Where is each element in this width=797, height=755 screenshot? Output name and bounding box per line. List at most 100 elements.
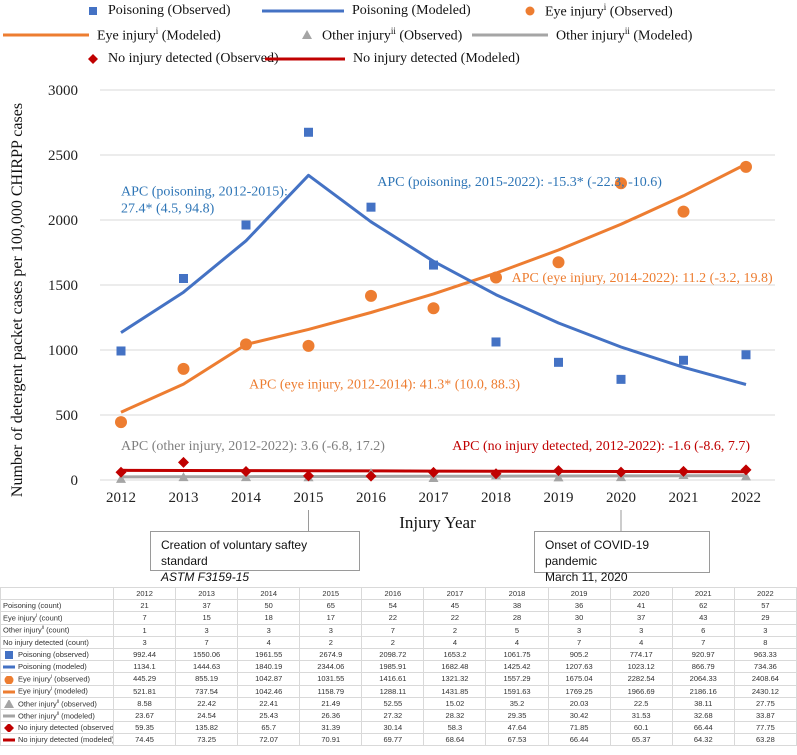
table-cell: 920.97 xyxy=(671,647,735,662)
point-poisoning-observed xyxy=(304,127,313,137)
legend-item-eye-mod: Eye injuryi (Modeled) xyxy=(3,24,221,46)
y-tick-label: 3000 xyxy=(48,83,78,99)
table-cell: 5 xyxy=(485,623,549,637)
table-cell: 30.42 xyxy=(547,708,611,723)
x-tick-label: 2018 xyxy=(481,490,511,506)
legend-label: Poisoning (Modeled) xyxy=(352,3,471,18)
table-cell: 36 xyxy=(547,599,611,613)
table-marker-line xyxy=(3,665,15,669)
point-no-injury-detected-observed xyxy=(428,466,439,478)
table-cell: 1425.42 xyxy=(485,660,549,674)
table-cell: 2186.16 xyxy=(671,684,735,698)
legend-marker-diamond xyxy=(88,54,98,64)
table-cell: 62 xyxy=(671,599,735,613)
table-row: Poisoning (observed) 992.44 1550.06 1961.55… xyxy=(0,647,797,662)
point-no-injury-detected-observed xyxy=(240,465,252,477)
table-cell: 1 xyxy=(112,623,177,637)
table-cell: 3 xyxy=(547,623,611,637)
point-no-injury-detected-observed xyxy=(615,466,627,478)
legend-item-noinj-obs: No injury detected (Observed) xyxy=(86,48,279,70)
point-no-injury-detected-observed xyxy=(740,464,752,476)
table-cell: 1061.75 xyxy=(485,647,549,662)
table-year-header: 2015 xyxy=(299,586,363,601)
table-row-label: No injury detected (modeled) xyxy=(0,733,114,747)
table-cell: 774.17 xyxy=(609,647,673,662)
annotation-apc: APC (poisoning, 2015-2022): -15.3* (-22.… xyxy=(377,175,662,190)
table-cell: 29 xyxy=(733,611,797,625)
legend-label: Poisoning (Observed) xyxy=(108,3,231,18)
table-cell: 4 xyxy=(423,635,487,649)
table-row-label: Other injuryii (observed) xyxy=(0,696,114,710)
point-no-injury-detected-observed xyxy=(553,465,564,477)
point-other-injury-observed xyxy=(178,472,189,482)
table-cell: 7 xyxy=(112,611,177,625)
table-year-header: 2017 xyxy=(423,586,487,601)
table-row-label: Other injuryii (modeled) xyxy=(0,708,114,723)
point-poisoning-observed xyxy=(241,220,251,230)
point-eye-injury-observed xyxy=(427,302,440,315)
table-cell: 47.64 xyxy=(485,721,549,735)
table-year-header: 2022 xyxy=(733,586,797,601)
point-eye-injury-observed xyxy=(302,339,315,352)
table-row-label: Poisoning (observed) xyxy=(0,647,114,662)
table-cell: 1288.11 xyxy=(361,684,425,698)
table-cell: 2064.33 xyxy=(671,672,735,686)
table-marker-square xyxy=(5,651,13,660)
legend-item-other-obs: Other injuryii (Observed) xyxy=(300,24,462,46)
legend-marker-square xyxy=(89,7,97,15)
annotation-apc: 27.4* (4.5, 94.8) xyxy=(121,201,215,216)
table-marker-line xyxy=(3,690,15,694)
table-year-header: 2013 xyxy=(175,586,239,601)
table-cell: 963.33 xyxy=(733,647,797,662)
table-row-label: No injury detected (observed) xyxy=(0,721,114,735)
table-marker-line xyxy=(3,738,15,742)
point-no-injury-detected-observed xyxy=(303,470,314,482)
chart-legend: Poisoning (Observed) Poisoning (Modeled) E… xyxy=(0,0,797,72)
point-eye-injury-observed xyxy=(615,177,627,190)
legend-marker-line xyxy=(262,9,344,13)
table-cell: 7 xyxy=(547,635,611,649)
table-cell: 2 xyxy=(423,623,487,637)
x-tick-label: 2020 xyxy=(606,490,636,506)
table-row: No injury detected (count) 3 7 4 2 2 4 4 7 4 7 8 xyxy=(0,635,797,649)
point-poisoning-observed xyxy=(116,346,126,356)
table-row-label: No injury detected (count) xyxy=(0,635,114,649)
table-cell: 521.81 xyxy=(112,684,177,698)
point-no-injury-detected-observed xyxy=(490,468,502,480)
legend-label: No injury detected (Modeled) xyxy=(353,51,520,66)
table-header-row: 2012 2013 2014 2015 2016 2017 2018 2019 2020 2021… xyxy=(0,586,797,601)
callout-covid-line2: March 11, 2020 xyxy=(545,570,628,584)
series-line-eye-injury-modeled xyxy=(120,162,747,414)
table-year-header: 2020 xyxy=(609,586,673,601)
table-cell: 31.39 xyxy=(299,721,363,735)
table-cell: 28 xyxy=(485,611,549,625)
table-cell: 3 xyxy=(112,635,177,649)
table-marker-diamond xyxy=(4,724,14,733)
table-cell: 17 xyxy=(299,611,363,625)
point-poisoning-observed xyxy=(616,374,626,384)
y-tick-label: 0 xyxy=(71,473,79,489)
table-cell: 4 xyxy=(609,635,673,649)
table-cell: 737.54 xyxy=(175,684,239,698)
legend-item-other-mod: Other injuryii (Modeled) xyxy=(472,24,692,46)
table-row-label: Poisoning (modeled) xyxy=(0,660,114,674)
table-cell: 59.35 xyxy=(112,721,177,735)
table-cell: 15.02 xyxy=(423,696,487,710)
y-tick-label: 1000 xyxy=(48,343,78,359)
x-tick-label: 2019 xyxy=(544,490,574,506)
table-row: Poisoning (count) 21 37 50 65 54 45 38 36 41 62 57 xyxy=(0,599,797,613)
table-row: No injury detected (observed) 59.35 135.82… xyxy=(0,721,797,735)
table-cell: 73.25 xyxy=(175,733,239,747)
point-eye-injury-observed xyxy=(490,271,502,284)
annotation-apc: APC (no injury detected, 2012-2022): -1.… xyxy=(452,439,750,454)
table-cell: 1550.06 xyxy=(175,647,239,662)
table-row-label: Eye injuryi (modeled) xyxy=(0,684,114,698)
table-cell: 1023.12 xyxy=(609,660,673,674)
table-cell: 21 xyxy=(112,599,177,613)
table-cell: 23.67 xyxy=(112,708,177,723)
table-cell: 1444.63 xyxy=(175,660,239,674)
table-row-label: Other injuryii (count) xyxy=(0,623,114,637)
table-cell: 1134.1 xyxy=(112,660,177,674)
table-cell: 1769.25 xyxy=(547,684,611,698)
table-cell: 2098.72 xyxy=(361,647,425,662)
